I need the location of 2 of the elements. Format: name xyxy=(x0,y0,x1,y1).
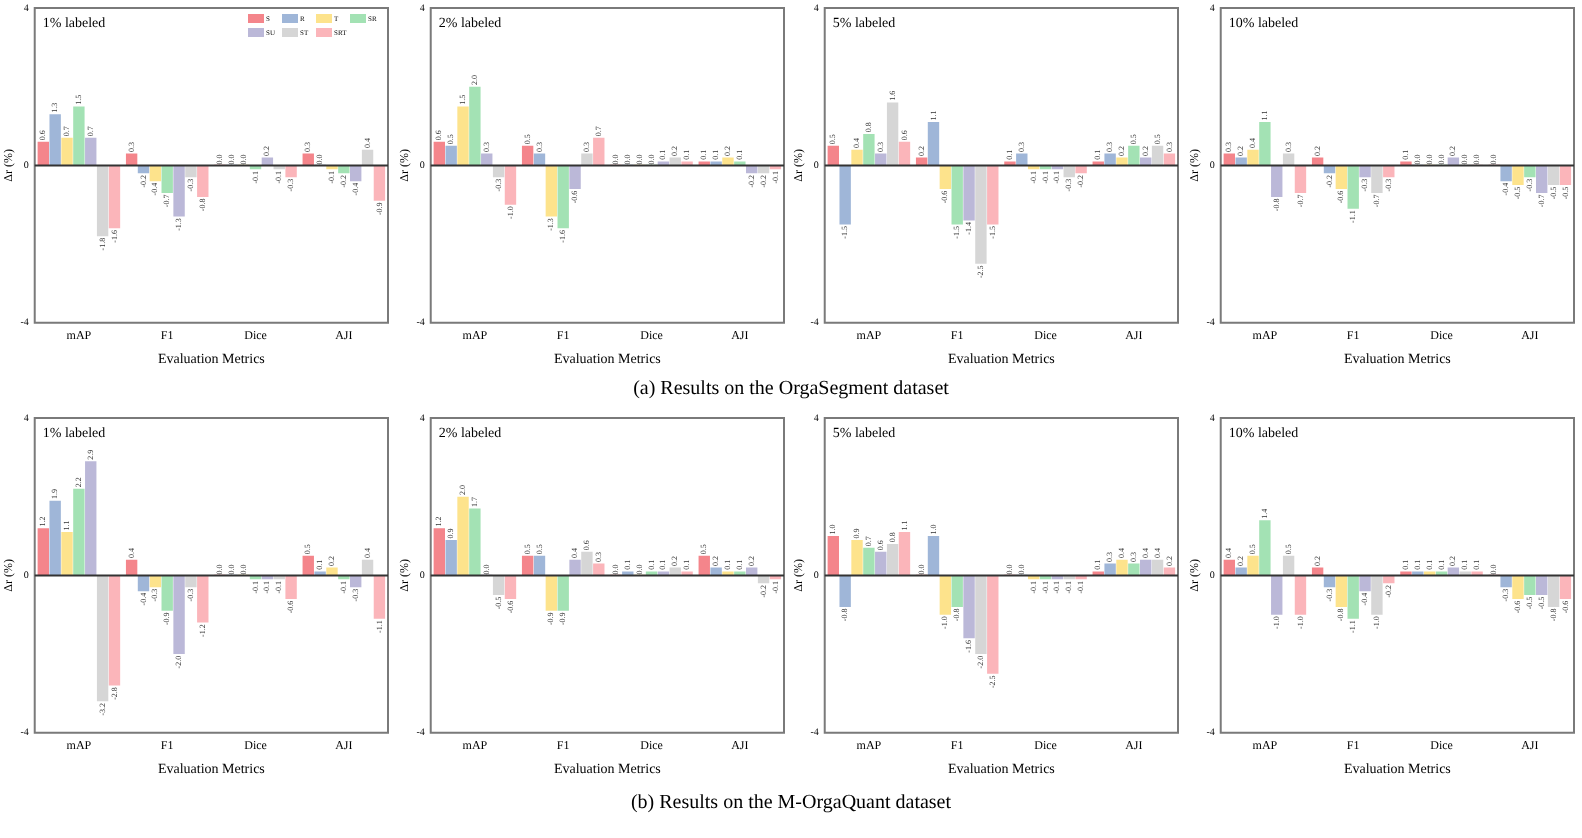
text: (b) Results on the M-OrgaQuant dataset xyxy=(628,792,954,814)
text: (a) Results on the OrgaSegment dataset xyxy=(631,378,951,400)
